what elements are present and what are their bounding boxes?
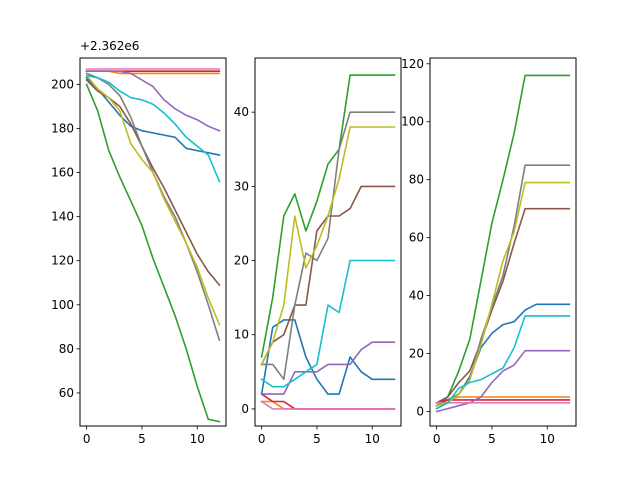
- series-line-1: [260, 319, 396, 396]
- y-offset-label: +2.362e6: [80, 39, 139, 53]
- y-tick-label: 120: [51, 254, 74, 268]
- y-tick-label: 80: [59, 342, 74, 356]
- x-tick-label: 10: [365, 432, 380, 446]
- series-line-2: [435, 396, 571, 404]
- panel-left: +2.362e6 0 5 10 60 80 100 120 140 160 180 200: [51, 39, 227, 446]
- y-tick-label: 30: [234, 179, 249, 193]
- series-line-4: [435, 399, 571, 404]
- series-line-6: [260, 185, 396, 366]
- x-tick-label: 5: [313, 432, 321, 446]
- series-line-5: [435, 349, 571, 413]
- series-line-1: [85, 76, 221, 156]
- axes-frame: [79, 57, 227, 427]
- axes-frame: [254, 57, 402, 427]
- x-tick-label: 0: [433, 432, 441, 446]
- x-tick-label: 10: [540, 432, 555, 446]
- y-tick-label: 10: [234, 328, 249, 342]
- series-line-3: [85, 83, 221, 423]
- series-group: [435, 74, 571, 413]
- y-tick-label: 40: [234, 105, 249, 119]
- series-line-3: [260, 74, 396, 358]
- y-tick-label: 40: [409, 289, 424, 303]
- series-line-3: [435, 74, 571, 407]
- series-line-10: [260, 259, 396, 388]
- y-tick-label: 140: [51, 210, 74, 224]
- y-tick-label: 100: [401, 115, 424, 129]
- axes-frame: [429, 57, 577, 427]
- series-line-5: [85, 70, 221, 132]
- series-line-10: [435, 315, 571, 410]
- series-line-9: [435, 181, 571, 407]
- panel-middle: 0 5 10 0 10 20 30 40: [234, 57, 402, 446]
- x-tick-label: 5: [138, 432, 146, 446]
- y-tick-label: 20: [234, 254, 249, 268]
- y-tick-label: 180: [51, 122, 74, 136]
- y-tick-label: 200: [51, 77, 74, 91]
- y-tick-label: 0: [241, 402, 249, 416]
- y-tick-label: 80: [409, 173, 424, 187]
- y-tick-label: 60: [409, 231, 424, 245]
- y-tick-label: 160: [51, 166, 74, 180]
- series-line-2: [260, 400, 396, 410]
- x-tick-label: 5: [488, 432, 496, 446]
- series-group: [85, 68, 221, 423]
- series-group: [260, 74, 396, 410]
- y-tick-label: 100: [51, 298, 74, 312]
- series-line-8: [260, 111, 396, 381]
- series-line-8: [435, 164, 571, 410]
- x-tick-label: 0: [83, 432, 91, 446]
- series-line-6: [85, 78, 221, 287]
- series-line-7: [260, 400, 396, 410]
- y-tick-label: 120: [401, 57, 424, 71]
- y-tick-label: 60: [59, 386, 74, 400]
- series-line-8: [85, 72, 221, 342]
- y-tick-label: 20: [409, 347, 424, 361]
- x-tick-label: 10: [190, 432, 205, 446]
- x-tick-label: 0: [258, 432, 266, 446]
- series-line-10: [85, 74, 221, 183]
- series-line-9: [260, 126, 396, 366]
- series-line-5: [260, 341, 396, 395]
- series-line-9: [85, 74, 221, 326]
- y-tick-label: 0: [416, 405, 424, 419]
- series-line-6: [435, 207, 571, 404]
